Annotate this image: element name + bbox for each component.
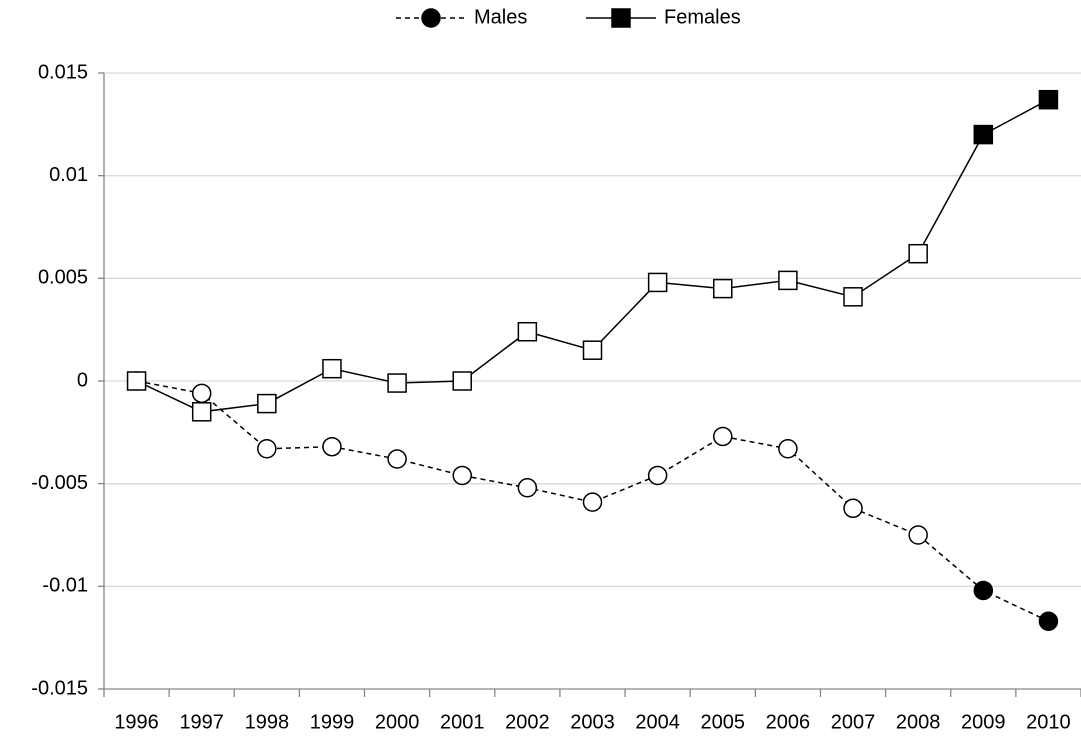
x-tick-label: 2003 bbox=[570, 711, 615, 733]
x-tick-label: 2005 bbox=[701, 711, 746, 733]
data-point bbox=[452, 371, 472, 391]
data-point bbox=[582, 340, 603, 360]
data-point bbox=[778, 439, 798, 459]
legend-label: Males bbox=[474, 6, 527, 28]
x-tick-label: 2009 bbox=[961, 711, 1006, 733]
data-point bbox=[713, 426, 733, 447]
data-point bbox=[387, 373, 407, 393]
data-point bbox=[647, 465, 668, 486]
x-tick-label: 2006 bbox=[766, 711, 811, 733]
y-tick-label: 0 bbox=[77, 369, 88, 391]
x-tick-label: 1997 bbox=[179, 711, 224, 733]
legend-marker bbox=[421, 8, 441, 28]
data-point bbox=[1038, 611, 1059, 631]
data-point bbox=[257, 393, 277, 414]
data-point bbox=[908, 525, 928, 545]
data-point bbox=[778, 270, 798, 291]
data-point bbox=[582, 492, 603, 512]
data-point bbox=[843, 498, 863, 519]
y-tick-label: 0.015 bbox=[38, 61, 88, 83]
data-point bbox=[973, 580, 994, 601]
data-point bbox=[322, 358, 342, 379]
x-tick-label: 2010 bbox=[1026, 711, 1071, 733]
data-point bbox=[647, 272, 668, 293]
data-point bbox=[126, 371, 147, 391]
data-point bbox=[517, 321, 538, 342]
data-point bbox=[908, 243, 928, 264]
data-point bbox=[257, 439, 277, 459]
data-point bbox=[387, 449, 407, 469]
y-tick-label: -0.015 bbox=[31, 677, 88, 699]
x-tick-label: 2002 bbox=[505, 711, 550, 733]
x-tick-label: 2004 bbox=[635, 711, 680, 733]
y-tick-label: 0.01 bbox=[49, 164, 88, 186]
legend-marker bbox=[611, 8, 631, 28]
x-tick-label: 1996 bbox=[114, 711, 159, 733]
series-line bbox=[136, 380, 1049, 622]
legend-label: Females bbox=[664, 6, 741, 28]
data-point bbox=[973, 124, 994, 145]
data-point bbox=[517, 478, 538, 498]
y-tick-label: -0.005 bbox=[31, 472, 88, 494]
data-point bbox=[452, 465, 472, 486]
x-tick-label: 2007 bbox=[831, 711, 876, 733]
x-tick-label: 1998 bbox=[245, 711, 290, 733]
x-tick-label: 2001 bbox=[440, 711, 485, 733]
x-tick-label: 2000 bbox=[375, 711, 420, 733]
y-tick-label: -0.01 bbox=[42, 575, 88, 597]
data-point bbox=[1038, 89, 1059, 110]
data-point bbox=[191, 402, 212, 422]
x-tick-label: 1999 bbox=[310, 711, 355, 733]
data-point bbox=[191, 383, 212, 404]
data-point bbox=[843, 287, 863, 307]
x-tick-label: 2008 bbox=[896, 711, 941, 733]
y-tick-label: 0.005 bbox=[38, 267, 88, 289]
data-point bbox=[713, 278, 733, 299]
data-point bbox=[322, 436, 342, 457]
